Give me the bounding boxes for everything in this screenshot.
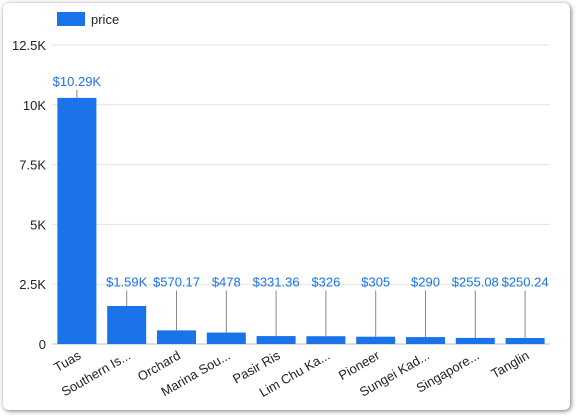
bar[interactable] <box>306 336 346 344</box>
legend-label: price <box>91 12 119 27</box>
data-label: $1.59K <box>106 275 148 290</box>
x-tick-label: Tanglin <box>488 348 531 382</box>
data-label: $331.36 <box>253 275 300 290</box>
data-label: $305 <box>361 275 390 290</box>
legend[interactable]: price <box>57 12 119 27</box>
bar[interactable] <box>57 97 97 345</box>
bar[interactable] <box>256 336 296 344</box>
y-tick-label: 0 <box>39 337 46 352</box>
legend-swatch <box>57 12 85 26</box>
y-axis-ticks: 0 2.5K 5K 7.5K 10K 12.5K <box>12 38 46 352</box>
bar[interactable] <box>356 336 396 344</box>
bars <box>57 97 545 345</box>
bar[interactable] <box>406 337 445 344</box>
bar[interactable] <box>107 305 147 344</box>
y-tick-label: 7.5K <box>19 158 46 173</box>
bar[interactable] <box>157 330 196 344</box>
data-label: $10.29K <box>53 74 102 89</box>
data-label: $326 <box>311 275 340 290</box>
data-label: $570.17 <box>153 275 200 290</box>
data-label: $255.08 <box>452 275 499 290</box>
data-label: $478 <box>212 275 241 290</box>
bar[interactable] <box>455 337 495 344</box>
data-labels: $10.29K $1.59K $570.17 $478 $331.36 $326 $305 $… <box>53 74 549 339</box>
bar[interactable] <box>505 338 545 344</box>
bar[interactable] <box>206 332 246 344</box>
data-label: $290 <box>411 275 440 290</box>
x-tick-label: Tuas <box>51 347 84 374</box>
y-tick-label: 12.5K <box>12 38 46 53</box>
data-label: $250.24 <box>502 275 549 290</box>
y-tick-label: 10K <box>23 98 46 113</box>
y-tick-label: 2.5K <box>19 277 46 292</box>
y-tick-label: 5K <box>30 217 46 232</box>
